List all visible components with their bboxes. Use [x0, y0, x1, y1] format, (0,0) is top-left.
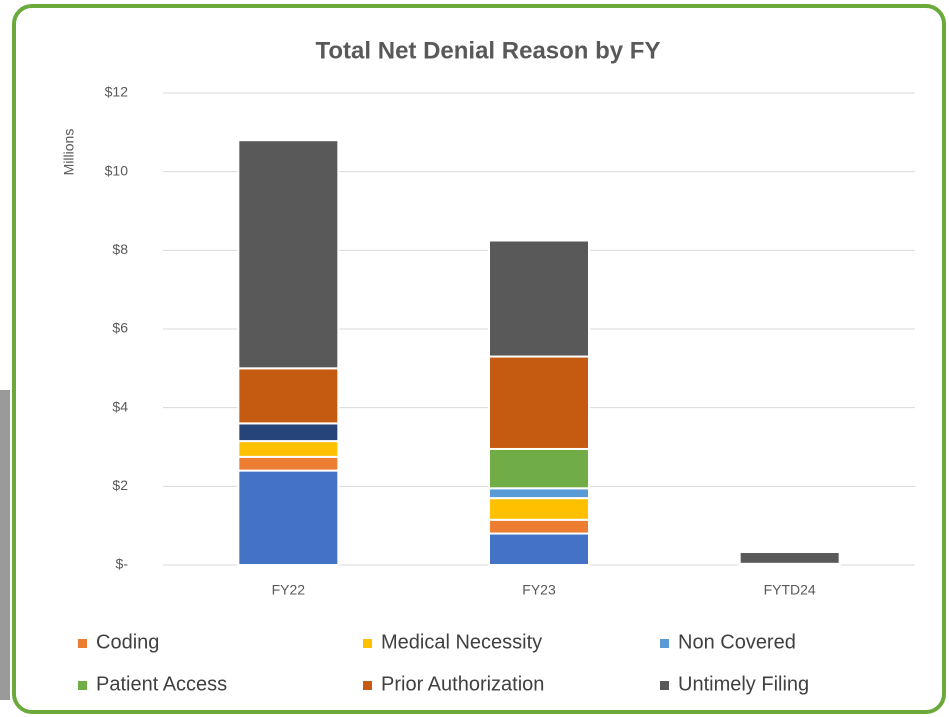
- y-tick-label: $12: [105, 84, 129, 100]
- background-strip: [0, 390, 10, 700]
- bar-segment: [738, 551, 841, 565]
- bar-segment: [237, 367, 340, 425]
- y-axis-label: Millions: [61, 129, 77, 176]
- bar-segment: [237, 469, 340, 567]
- y-tick-label: $10: [105, 162, 129, 178]
- y-tick-label: $8: [112, 241, 128, 257]
- bar-segment: [488, 497, 590, 521]
- bar-segment: [237, 422, 340, 443]
- y-tick-label: $4: [112, 398, 128, 414]
- bar-segment: [237, 455, 340, 472]
- legend-swatch: [78, 681, 87, 690]
- y-tick-label: $6: [112, 320, 128, 336]
- legend-swatch: [660, 681, 669, 690]
- bar-segment: [237, 139, 340, 370]
- legend-swatch: [78, 639, 87, 648]
- bar-segment: [488, 239, 590, 358]
- chart-title: Total Net Denial Reason by FY: [316, 37, 661, 64]
- x-tick-label: FY23: [522, 582, 556, 598]
- legend-swatch: [363, 681, 372, 690]
- bar-segment: [237, 440, 340, 458]
- bar-segment: [488, 355, 590, 450]
- legend-label: Prior Authorization: [381, 673, 544, 695]
- x-tick-label: FY22: [272, 582, 306, 598]
- bar-segment: [488, 447, 590, 490]
- x-tick-label: FYTD24: [764, 582, 816, 598]
- legend-label: Medical Necessity: [381, 631, 542, 653]
- legend-label: Untimely Filing: [678, 673, 809, 695]
- legend-swatch: [660, 639, 669, 648]
- frame: [12, 4, 946, 714]
- bar-segment: [488, 518, 590, 535]
- legend-label: Non Covered: [678, 631, 796, 653]
- legend-label: Coding: [96, 631, 159, 653]
- bar-segment: [488, 532, 590, 566]
- y-tick-label: $-: [116, 556, 129, 572]
- bar-segment: [488, 487, 590, 500]
- legend-label: Patient Access: [96, 673, 227, 695]
- y-tick-label: $2: [112, 477, 128, 493]
- legend-swatch: [363, 639, 372, 648]
